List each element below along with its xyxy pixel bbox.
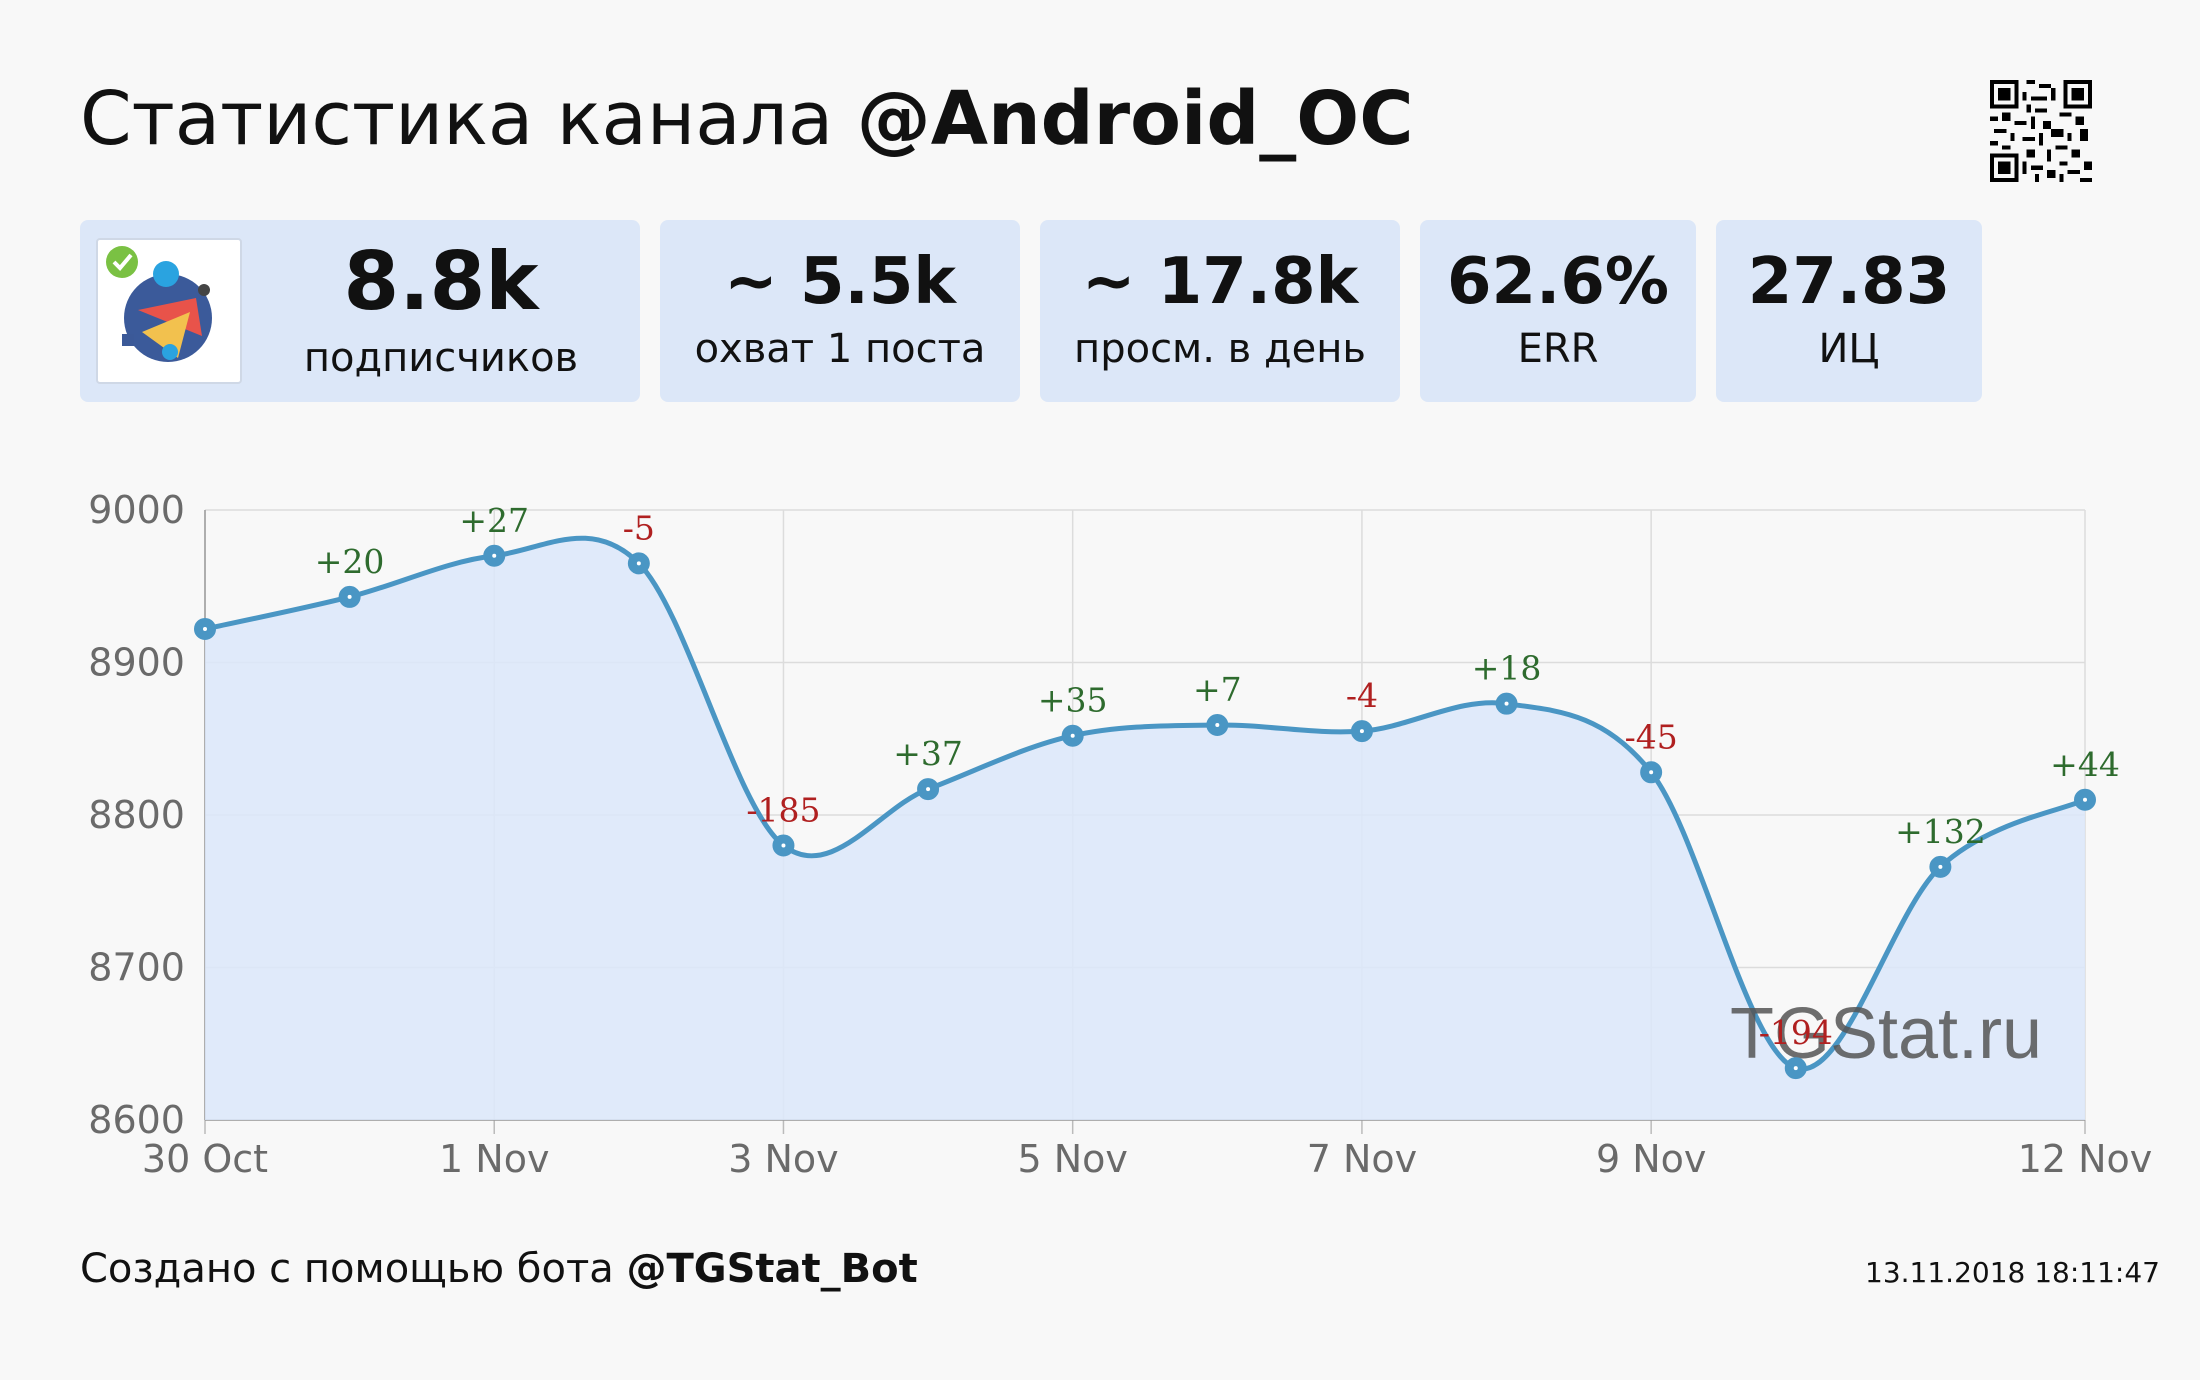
data-label: -185 bbox=[746, 791, 820, 830]
data-label: +20 bbox=[315, 542, 385, 581]
data-point-center bbox=[1215, 723, 1220, 728]
data-label: -45 bbox=[1625, 717, 1678, 756]
data-label: +37 bbox=[893, 734, 963, 773]
citation-index-label: ИЦ bbox=[1818, 326, 1880, 373]
x-tick-label: 7 Nov bbox=[1307, 1137, 1417, 1181]
data-point-center bbox=[1359, 729, 1364, 734]
err-value: 62.6% bbox=[1446, 244, 1670, 319]
data-point-center bbox=[781, 843, 786, 848]
reach-value: ~ 5.5k bbox=[724, 244, 956, 319]
data-point-center bbox=[1938, 864, 1943, 869]
daily-views-label: просм. в день bbox=[1074, 326, 1366, 373]
daily-views-value: ~ 17.8k bbox=[1081, 244, 1359, 319]
x-tick-label: 5 Nov bbox=[1017, 1137, 1127, 1181]
subscribers-value: 8.8k bbox=[343, 235, 539, 328]
data-label: +35 bbox=[1038, 681, 1108, 720]
citation-index-card: 27.83 ИЦ bbox=[1716, 220, 1982, 402]
channel-avatar bbox=[96, 238, 242, 384]
data-label: +27 bbox=[459, 501, 529, 540]
data-label: +7 bbox=[1193, 670, 1242, 709]
title-prefix: Статистика канала bbox=[80, 76, 857, 162]
citation-index-value: 27.83 bbox=[1747, 244, 1951, 319]
data-label: -5 bbox=[623, 508, 655, 547]
data-point-center bbox=[492, 553, 497, 558]
data-label: +44 bbox=[2050, 745, 2120, 784]
data-label: -4 bbox=[1346, 676, 1378, 715]
subscribers-card: 8.8k подписчиков bbox=[80, 220, 640, 402]
data-point-center bbox=[1070, 733, 1075, 738]
y-tick-label: 8800 bbox=[88, 793, 185, 837]
y-tick-label: 8900 bbox=[88, 641, 185, 685]
data-point-center bbox=[203, 626, 207, 631]
y-tick-label: 8600 bbox=[88, 1098, 185, 1142]
daily-views-card: ~ 17.8k просм. в день bbox=[1040, 220, 1400, 402]
data-label: +132 bbox=[1895, 812, 1986, 851]
err-card: 62.6% ERR bbox=[1420, 220, 1696, 402]
data-point-center bbox=[347, 594, 352, 599]
reach-label: охват 1 поста bbox=[694, 326, 986, 373]
y-tick-label: 8700 bbox=[88, 946, 185, 990]
subscribers-text: 8.8k подписчиков bbox=[242, 238, 640, 384]
data-point-center bbox=[636, 561, 641, 566]
timestamp: 13.11.2018 18:11:47 bbox=[1865, 1256, 2160, 1289]
page-title: Статистика канала @Android_OC bbox=[80, 82, 1414, 156]
subscribers-label: подписчиков bbox=[303, 335, 579, 381]
watermark-text: TGStat.ru bbox=[1730, 994, 2042, 1074]
data-point-center bbox=[1649, 770, 1654, 775]
channel-handle[interactable]: @Android_OC bbox=[856, 76, 1414, 162]
x-tick-label: 9 Nov bbox=[1596, 1137, 1706, 1181]
x-tick-label: 1 Nov bbox=[439, 1137, 549, 1181]
bot-handle[interactable]: @TGStat_Bot bbox=[626, 1246, 918, 1292]
footer-credit: Создано с помощью бота @TGStat_Bot bbox=[80, 1246, 918, 1292]
series-area bbox=[205, 538, 2085, 1120]
data-point-center bbox=[1504, 701, 1509, 706]
data-point-center bbox=[1793, 1066, 1798, 1071]
qr-code-icon bbox=[1990, 80, 2092, 182]
channel-logo-icon bbox=[106, 246, 212, 362]
footer-prefix: Создано с помощью бота bbox=[80, 1246, 627, 1292]
data-point-center bbox=[2083, 797, 2087, 802]
data-label: +18 bbox=[1472, 649, 1542, 688]
err-label: ERR bbox=[1517, 326, 1599, 373]
y-tick-label: 9000 bbox=[88, 488, 185, 532]
data-point-center bbox=[926, 787, 931, 792]
reach-card: ~ 5.5k охват 1 поста bbox=[660, 220, 1020, 402]
x-tick-label: 30 Oct bbox=[142, 1137, 268, 1181]
x-tick-label: 12 Nov bbox=[2018, 1137, 2153, 1181]
x-tick-label: 3 Nov bbox=[728, 1137, 838, 1181]
data-label: -194 bbox=[1759, 1013, 1833, 1052]
